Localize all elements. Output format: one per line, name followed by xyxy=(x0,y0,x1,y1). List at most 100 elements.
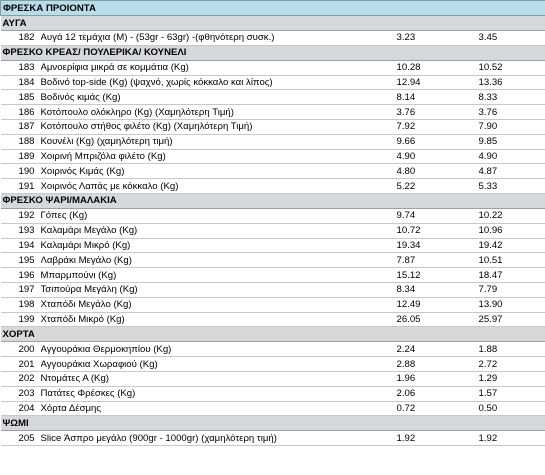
item-price-a: 2.24 xyxy=(386,341,467,358)
item-name: Slice Άσπρο μεγάλο (900gr - 1000gr) (χαμ… xyxy=(40,430,387,447)
section-title: ΦΡΕΣΚΟ ΨΑΡΙ/ΜΑΛΑΚΙΑ xyxy=(0,192,545,209)
item-price-a: 8.34 xyxy=(386,282,467,298)
item-price-a: 5.22 xyxy=(386,178,467,194)
table-row: 195 Λαβράκι Μεγάλο (Kg) 7.87 10.51 xyxy=(0,252,545,269)
item-name: Χταπόδι Μικρό (Kg) xyxy=(40,312,387,328)
section-header-row: ΦΡΕΣΚΟ ΨΑΡΙ/ΜΑΛΑΚΙΑ xyxy=(0,192,545,209)
table-row: 197 Τσιπούρα Μεγάλη (Kg) 8.34 7.79 xyxy=(0,282,545,298)
item-name: Βοδινό top-side (Kg) (ψαχνό, χωρίς κόκκα… xyxy=(40,75,387,91)
item-price-b: 19.42 xyxy=(466,238,545,254)
item-code: 200 xyxy=(0,341,41,358)
item-price-b: 18.47 xyxy=(466,267,545,283)
item-name: Καλαμάρι Μικρό (Kg) xyxy=(40,238,387,254)
item-code: 194 xyxy=(0,238,41,254)
item-code: 183 xyxy=(0,60,41,76)
item-price-b: 10.22 xyxy=(466,208,545,224)
table-row: 190 Χοιρινός Κιμάς (Kg) 4.80 4.87 xyxy=(0,163,545,180)
item-name: Μπαρμπούνι (Kg) xyxy=(40,267,387,283)
item-code: 199 xyxy=(0,312,41,328)
item-code: 186 xyxy=(0,104,41,120)
price-table: ΦΡΕΣΚΑ ΠΡΟΙΟΝΤΑ ΑΥΓΑ 182 Αυγά 12 τεμάχια (… xyxy=(0,0,545,447)
item-price-a: 3.23 xyxy=(386,30,467,46)
table-row: 188 Κουνέλι (Kg) (χαμηλότερη τιμή) 9.66 9.8… xyxy=(0,134,545,150)
item-code: 195 xyxy=(0,252,41,269)
item-price-b: 1.57 xyxy=(466,386,545,402)
section-title: ΧΟΡΤΑ xyxy=(0,326,545,343)
section-title: ΑΥΓΑ xyxy=(0,15,545,31)
table-row: 201 Αγγουράκια Χωραφιού (Kg) 2.88 2.72 xyxy=(0,356,545,372)
item-price-a: 4.90 xyxy=(386,149,467,165)
table-row: 196 Μπαρμπούνι (Kg) 15.12 18.47 xyxy=(0,267,545,283)
item-name: Χταπόδι Μεγάλο (Kg) xyxy=(40,297,387,313)
item-price-a: 7.87 xyxy=(386,252,467,269)
item-price-b: 4.87 xyxy=(466,163,545,180)
section-title: ΨΩΜΙ xyxy=(0,415,545,432)
table-row: 187 Κοτόπουλο στήθος φιλέτο (Kg) (Χαμηλότ… xyxy=(0,119,545,135)
item-code: 198 xyxy=(0,297,41,313)
item-price-a: 12.94 xyxy=(386,75,467,91)
table-row: 189 Χοιρινή Μπριζόλα φιλέτο (Kg) 4.90 4.90 xyxy=(0,149,545,165)
item-code: 197 xyxy=(0,282,41,298)
item-code: 191 xyxy=(0,178,41,194)
item-name: Γόπες (Kg) xyxy=(40,208,387,224)
item-name: Κοτόπουλο ολόκληρο (Kg) (Χαμηλότερη Τιμή… xyxy=(40,104,387,120)
item-price-b: 0.50 xyxy=(466,401,545,417)
item-name: Χοιρινός Λαπάς με κόκκαλο (Kg) xyxy=(40,178,387,194)
table-row: 198 Χταπόδι Μεγάλο (Kg) 12.49 13.90 xyxy=(0,297,545,313)
section-header-row: ΑΥΓΑ xyxy=(0,15,545,31)
item-price-b: 1.88 xyxy=(466,341,545,358)
item-code: 192 xyxy=(0,208,41,224)
table-row: 186 Κοτόπουλο ολόκληρο (Kg) (Χαμηλότερη Τ… xyxy=(0,104,545,120)
item-code: 204 xyxy=(0,401,41,417)
item-code: 187 xyxy=(0,119,41,135)
item-name: Τσιπούρα Μεγάλη (Kg) xyxy=(40,282,387,298)
item-code: 189 xyxy=(0,149,41,165)
item-name: Ντομάτες Α (Kg) xyxy=(40,371,387,387)
item-code: 184 xyxy=(0,75,41,91)
item-price-a: 3.76 xyxy=(386,104,467,120)
item-name: Αγγουράκια Χωραφιού (Kg) xyxy=(40,356,387,372)
table-row: 182 Αυγά 12 τεμάχια (M) - (53gr - 63gr) -… xyxy=(0,30,545,46)
item-price-a: 0.72 xyxy=(386,401,467,417)
item-price-b: 10.96 xyxy=(466,223,545,239)
item-price-b: 10.52 xyxy=(466,60,545,76)
item-price-b: 7.79 xyxy=(466,282,545,298)
table-row: 193 Καλαμάρι Μεγάλο (Kg) 10.72 10.96 xyxy=(0,223,545,239)
table-row: 205 Slice Άσπρο μεγάλο (900gr - 1000gr) (… xyxy=(0,430,545,447)
item-code: 193 xyxy=(0,223,41,239)
item-price-a: 9.74 xyxy=(386,208,467,224)
table-row: 184 Βοδινό top-side (Kg) (ψαχνό, χωρίς κό… xyxy=(0,75,545,91)
item-name: Πατάτες Φρέσκες (Kg) xyxy=(40,386,387,402)
item-price-a: 12.49 xyxy=(386,297,467,313)
item-name: Αγγουράκια Θερμοκηπίου (Kg) xyxy=(40,341,387,358)
item-code: 205 xyxy=(0,430,41,447)
section-header-row: ΨΩΜΙ xyxy=(0,415,545,432)
item-price-b: 10.51 xyxy=(466,252,545,269)
item-name: Χοιρινή Μπριζόλα φιλέτο (Kg) xyxy=(40,149,387,165)
item-price-a: 4.80 xyxy=(386,163,467,180)
item-price-b: 3.76 xyxy=(466,104,545,120)
item-code: 196 xyxy=(0,267,41,283)
item-price-a: 2.06 xyxy=(386,386,467,402)
table-row: 204 Χόρτα Δέσμης 0.72 0.50 xyxy=(0,401,545,417)
item-name: Κοτόπουλο στήθος φιλέτο (Kg) (Χαμηλότερη… xyxy=(40,119,387,135)
item-code: 190 xyxy=(0,163,41,180)
item-price-b: 1.29 xyxy=(466,371,545,387)
table-row: 199 Χταπόδι Μικρό (Kg) 26.05 25.97 xyxy=(0,312,545,328)
table-row: 203 Πατάτες Φρέσκες (Kg) 2.06 1.57 xyxy=(0,386,545,402)
item-name: Χόρτα Δέσμης xyxy=(40,401,387,417)
item-price-a: 8.14 xyxy=(386,89,467,106)
item-code: 201 xyxy=(0,356,41,372)
item-name: Βοδινός κιμάς (Kg) xyxy=(40,89,387,106)
item-name: Λαβράκι Μεγάλο (Kg) xyxy=(40,252,387,269)
section-title: ΦΡΕΣΚΟ ΚΡΕΑΣ/ ΠΟΥΛΕΡΙΚΑ/ ΚΟΥΝΕΛΙ xyxy=(0,44,545,61)
table-row: 191 Χοιρινός Λαπάς με κόκκαλο (Kg) 5.22 5.3… xyxy=(0,178,545,194)
item-price-b: 2.72 xyxy=(466,356,545,372)
item-price-b: 8.33 xyxy=(466,89,545,106)
item-code: 203 xyxy=(0,386,41,402)
item-price-a: 19.34 xyxy=(386,238,467,254)
item-name: Χοιρινός Κιμάς (Kg) xyxy=(40,163,387,180)
price-table-body: ΦΡΕΣΚΑ ΠΡΟΙΟΝΤΑ ΑΥΓΑ 182 Αυγά 12 τεμάχια (… xyxy=(0,0,545,447)
item-name: Αυγά 12 τεμάχια (M) - (53gr - 63gr) -(φθ… xyxy=(40,30,387,46)
